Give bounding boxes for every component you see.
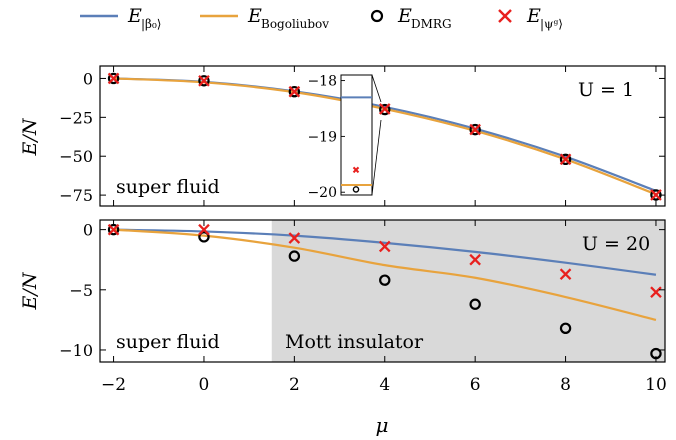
inset-connector-bottom	[371, 119, 382, 196]
inset-y-tick-label: −19	[307, 129, 337, 145]
inset-connector-top	[371, 74, 382, 103]
psi-point	[469, 123, 481, 136]
x-tick-label: 4	[379, 375, 390, 395]
dmrg-point	[288, 85, 301, 98]
bottom-panel: 0 −5 −10 −2 0 2 4 6 8 10 U = 20 super fluid Mott…	[19, 219, 667, 395]
inset-frame	[340, 74, 373, 196]
legend-item-beta0: E |β₀⟩	[80, 5, 161, 31]
legend-label-beta0-sub: |β₀⟩	[141, 17, 161, 31]
top-plot-frame	[99, 65, 666, 207]
y-tick-label: −10	[59, 341, 93, 360]
bottom-plot-frame	[99, 219, 666, 363]
dmrg-point	[559, 153, 572, 166]
legend-marker-psi	[498, 9, 512, 23]
inset-psi-point	[352, 166, 360, 174]
psi-point	[288, 232, 301, 244]
psi-point	[650, 189, 662, 201]
inset-content	[341, 96, 372, 193]
top-y-axis-label: E/N	[19, 117, 41, 156]
inset-y-axis: −18 −19 −20	[307, 74, 345, 201]
top-annotation: U = 1	[578, 79, 634, 101]
dmrg-point	[107, 72, 120, 85]
x-tick-label: 8	[560, 375, 571, 395]
dmrg-point	[469, 298, 481, 310]
bottom-region-label-mott: Mott insulator	[285, 331, 424, 353]
psi-point	[559, 268, 572, 280]
y-tick-label: 0	[83, 69, 93, 88]
psi-point	[198, 74, 210, 87]
legend-label-bogoliubov-main: E	[247, 5, 262, 27]
top-region-label-superfluid: super fluid	[116, 176, 220, 198]
inset: −18 −19 −20	[307, 74, 382, 201]
y-tick-label: 0	[83, 221, 93, 240]
y-tick-label: −5	[69, 281, 93, 300]
legend-label-psi-main: E	[526, 5, 541, 27]
y-tick-label: −75	[59, 186, 93, 205]
dmrg-point	[469, 123, 481, 136]
legend: E |β₀⟩ E Bogoliubov E DMRG E |ψᵍ⟩	[80, 5, 563, 31]
psi-point	[559, 153, 572, 166]
inset-y-tick-label: −20	[307, 185, 337, 201]
dmrg-point	[559, 322, 572, 335]
psi-point	[288, 85, 301, 98]
legend-label-psi-sub: |ψᵍ⟩	[540, 17, 563, 31]
legend-item-dmrg: E DMRG	[370, 5, 452, 31]
psi-point	[378, 103, 391, 115]
legend-marker-dmrg	[370, 9, 384, 23]
legend-label-dmrg-main: E	[397, 5, 412, 27]
top-y-axis: 0 −25 −50 −75	[59, 66, 665, 206]
legend-item-bogoliubov: E Bogoliubov	[200, 5, 329, 31]
x-tick-label: 10	[645, 375, 667, 395]
bottom-y-axis-label: E/N	[19, 271, 41, 310]
psi-point	[469, 253, 481, 266]
x-axis: −2 0 2 4 6 8 10	[101, 220, 667, 395]
inset-dmrg-point	[352, 186, 360, 193]
x-tick-label: 6	[470, 375, 481, 395]
psi-point	[378, 240, 391, 253]
dmrg-point	[288, 250, 301, 262]
dmrg-point	[198, 75, 210, 87]
legend-label-bogoliubov-sub: Bogoliubov	[261, 17, 329, 31]
dmrg-point	[379, 274, 391, 286]
x-tick-label: 2	[289, 375, 300, 395]
dmrg-point	[198, 231, 210, 243]
psi-point	[650, 286, 662, 299]
bogoliubov-curve	[113, 228, 657, 321]
dmrg-point	[379, 103, 391, 116]
bottom-y-axis: 0 −5 −10	[59, 221, 665, 360]
y-tick-label: −25	[59, 108, 93, 127]
mott-insulator-region	[271, 220, 665, 362]
psi-point	[107, 223, 120, 236]
x-axis-label: μ	[376, 413, 389, 437]
top-panel: 0−25−50−75 U = 1 super fluid E/N −18−19−…	[19, 65, 666, 207]
legend-label-beta0-main: E	[127, 5, 142, 27]
beta0-curve	[113, 77, 657, 192]
psi-point	[198, 223, 210, 236]
x-tick-label: −2	[101, 375, 126, 395]
x-tick-label: 0	[199, 375, 210, 395]
bottom-region-label-superfluid: super fluid	[116, 331, 220, 353]
psi-point	[107, 72, 120, 85]
top-markers	[107, 72, 662, 201]
bottom-markers	[107, 223, 662, 360]
bottom-annotation: U = 20	[582, 233, 650, 255]
legend-label-dmrg-sub: DMRG	[411, 17, 452, 31]
y-tick-label: −50	[59, 147, 93, 166]
inset-y-tick-label: −18	[307, 74, 337, 90]
legend-item-psi: E |ψᵍ⟩	[498, 5, 563, 31]
